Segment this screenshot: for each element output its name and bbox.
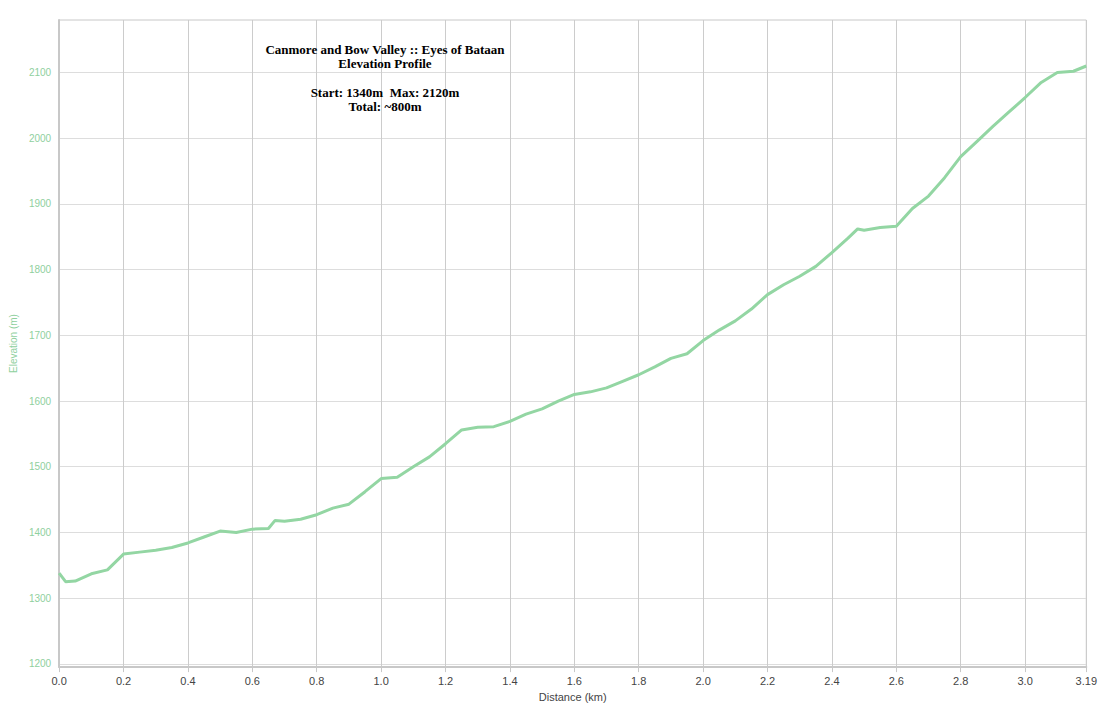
svg-text:1.2: 1.2 (438, 675, 453, 687)
svg-text:1300: 1300 (29, 593, 52, 604)
svg-text:3.0: 3.0 (1017, 675, 1032, 687)
svg-text:2.6: 2.6 (889, 675, 904, 687)
svg-text:1800: 1800 (29, 264, 52, 275)
svg-text:2.0: 2.0 (695, 675, 710, 687)
svg-text:Total: ~800m: Total: ~800m (348, 99, 421, 114)
svg-text:0.0: 0.0 (51, 675, 66, 687)
svg-text:2100: 2100 (29, 67, 52, 78)
svg-text:3.19: 3.19 (1076, 675, 1097, 687)
svg-text:0.2: 0.2 (116, 675, 131, 687)
svg-text:Elevation (m): Elevation (m) (8, 314, 19, 373)
svg-text:Start: 1340m Max: 2120m: Start: 1340m Max: 2120m (311, 85, 460, 100)
svg-text:Canmore and Bow Valley :: Eyes: Canmore and Bow Valley :: Eyes of Bataan (265, 42, 505, 57)
svg-text:1400: 1400 (29, 527, 52, 538)
svg-text:1.6: 1.6 (567, 675, 582, 687)
svg-text:2.2: 2.2 (760, 675, 775, 687)
svg-text:0.4: 0.4 (180, 675, 195, 687)
svg-text:0.8: 0.8 (309, 675, 324, 687)
svg-text:1.0: 1.0 (373, 675, 388, 687)
svg-text:1.8: 1.8 (631, 675, 646, 687)
svg-text:2.4: 2.4 (824, 675, 839, 687)
svg-text:1500: 1500 (29, 461, 52, 472)
svg-text:Distance (km): Distance (km) (539, 691, 607, 703)
svg-text:0.6: 0.6 (245, 675, 260, 687)
svg-text:1900: 1900 (29, 198, 52, 209)
svg-text:2.8: 2.8 (953, 675, 968, 687)
svg-text:1700: 1700 (29, 330, 52, 341)
svg-text:1600: 1600 (29, 396, 52, 407)
svg-text:1200: 1200 (29, 658, 52, 669)
svg-text:1.4: 1.4 (502, 675, 517, 687)
svg-text:2000: 2000 (29, 133, 52, 144)
svg-text:Elevation Profile: Elevation Profile (338, 56, 432, 71)
